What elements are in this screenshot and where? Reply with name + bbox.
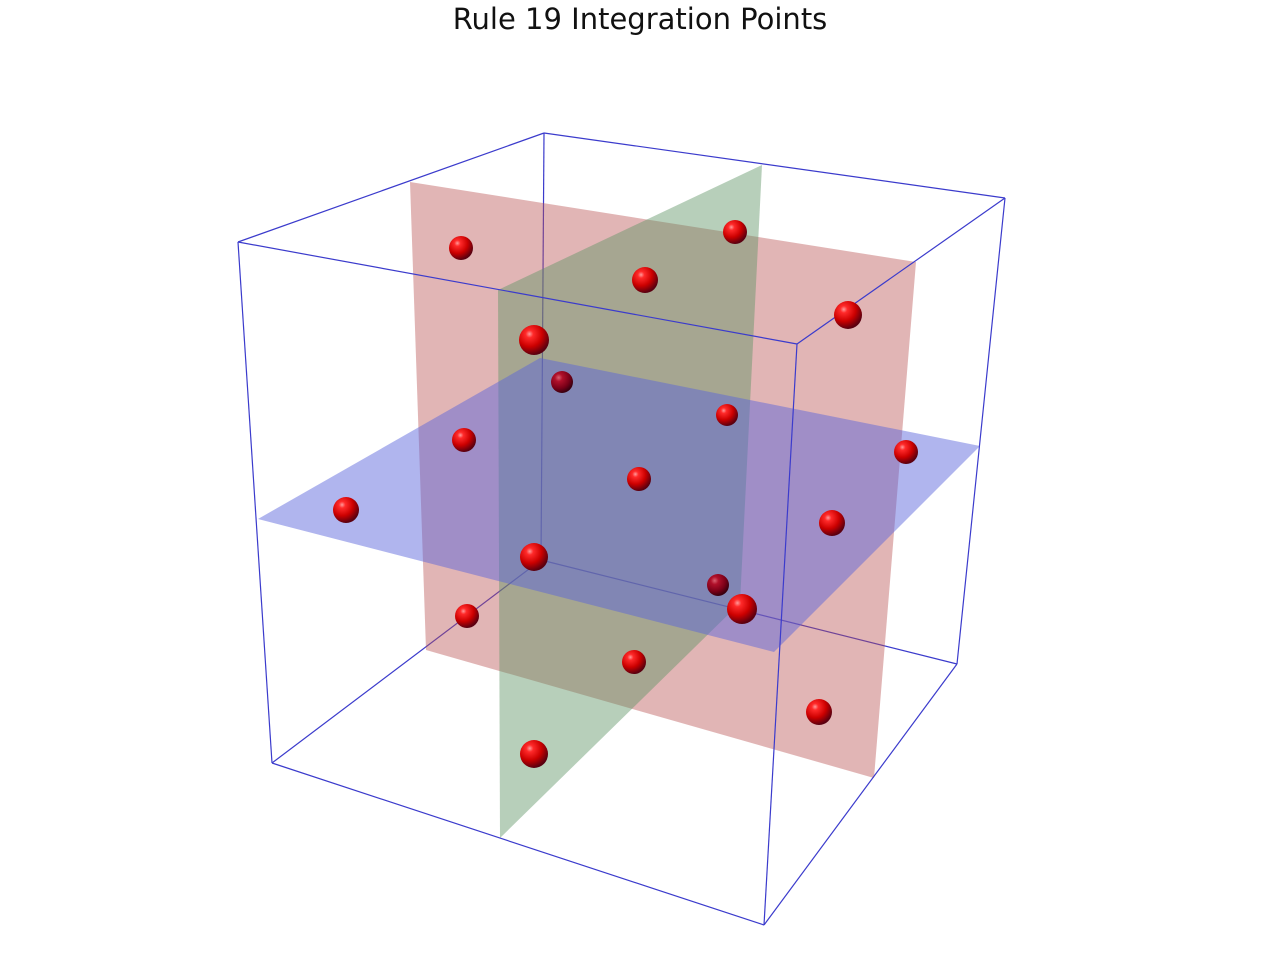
box-front-edges [237,197,1006,926]
box-edge [956,197,1006,665]
integration-point[interactable] [519,325,549,355]
integration-point[interactable] [449,236,473,260]
box-edge [271,559,542,764]
integration-point[interactable] [455,604,479,628]
integration-point[interactable] [627,467,651,491]
box-edge [271,762,765,926]
integration-point[interactable] [723,220,747,244]
integration-point[interactable] [551,371,573,393]
integration-points [333,220,918,768]
integration-point[interactable] [520,740,548,768]
box-edge [237,241,273,764]
box-edge [763,663,958,926]
integration-point[interactable] [333,497,359,523]
integration-point[interactable] [894,440,918,464]
integration-point[interactable] [622,650,646,674]
box-edge [796,197,1006,345]
box-edge [763,343,798,926]
integration-point[interactable] [707,574,729,596]
integration-point[interactable] [452,428,476,452]
integration-point[interactable] [520,543,548,571]
integration-point[interactable] [632,267,658,293]
box-edge [543,132,1006,199]
integration-point[interactable] [834,301,862,329]
integration-point[interactable] [727,594,757,624]
plot-title: Rule 19 Integration Points [452,2,828,36]
integration-point[interactable] [716,404,738,426]
box-edge [237,132,545,243]
box-edge [237,241,798,345]
integration-point[interactable] [819,510,845,536]
horizontal-plane [258,358,980,652]
integration-point[interactable] [806,699,832,725]
sagittal-plane [498,165,762,838]
